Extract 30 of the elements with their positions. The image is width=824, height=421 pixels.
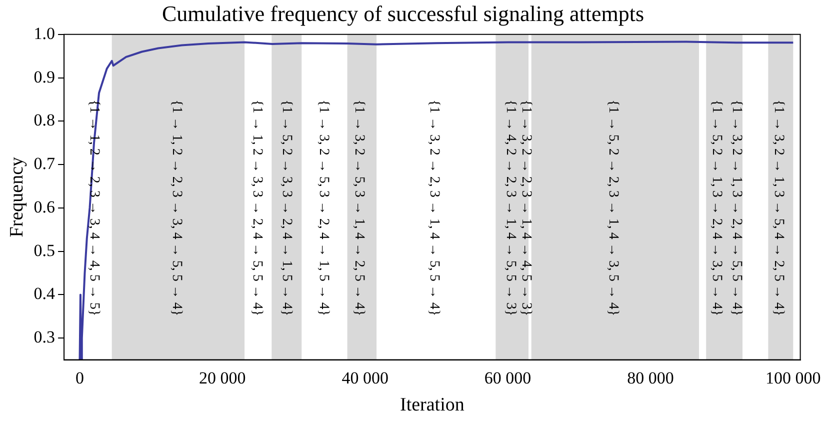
- y-tick-label: 0.9: [34, 67, 56, 86]
- x-axis-title: Iteration: [400, 394, 465, 416]
- y-tick-label: 0.3: [34, 328, 56, 347]
- x-tick-label: 0: [75, 368, 84, 388]
- y-tick-label: 0.8: [34, 110, 56, 130]
- x-tick-label: 100 000: [766, 368, 821, 388]
- annotation: {1 → 1, 2 → 2, 3 → 3, 4 → 5, 5 → 4}: [169, 100, 184, 316]
- annotation: {1 → 5, 2 → 1, 3 → 2, 4 → 3, 5 → 4}: [709, 100, 724, 316]
- y-tick-label: 0.5: [34, 240, 56, 260]
- annotation: {1 → 3, 2 → 2, 3 → 1, 4 → 5, 5 → 4}: [426, 100, 442, 316]
- y-tick-label: 1.0: [34, 24, 56, 43]
- y-tick-label: 0.6: [34, 197, 56, 216]
- annotation: {1 → 5, 2 → 2, 3 → 1, 4 → 3, 5 → 4}: [606, 100, 621, 316]
- annotation: {1 → 3, 2 → 1, 3 → 5, 4 → 2, 5 → 4}: [771, 100, 786, 316]
- annotation: {1 → 3, 2 → 5, 3 → 1, 4 → 2, 5 → 4}: [352, 100, 367, 316]
- chart-title: Cumulative frequency of successful signaling attempts: [162, 0, 644, 26]
- y-axis-title: Frequency: [6, 156, 28, 238]
- annotation: {1 → 3, 2 → 1, 3 → 2, 4 → 5, 5 → 4}: [729, 100, 744, 316]
- x-tick-label: 80 000: [627, 368, 674, 388]
- annotation: {1 → 4, 2 → 2, 3 → 1, 4 → 5, 5 → 3}: [502, 100, 518, 316]
- annotation: {1 → 3, 2 → 5, 3 → 2, 4 → 1, 5 → 4}: [316, 100, 332, 316]
- annotation: {1 → 1, 2 → 2, 3 → 3, 4 → 4, 5 → 5}: [86, 100, 102, 316]
- x-tick-label: 60 000: [484, 368, 532, 388]
- annotation: {1 → 5, 2 → 3, 3 → 2, 4 → 1, 5 → 4}: [278, 100, 294, 316]
- x-tick-label: 20 000: [199, 368, 246, 388]
- y-tick-label: 0.7: [34, 154, 56, 174]
- annotation: {1 → 1, 2 → 3, 3 → 2, 4 → 5, 5 → 4}: [250, 100, 265, 316]
- x-tick-label: 40 000: [342, 368, 388, 388]
- y-tick-label: 0.4: [34, 284, 56, 304]
- annotation: {1 → 3, 2 → 2, 3 → 1, 4 → 4, 5 → 3}: [518, 100, 534, 316]
